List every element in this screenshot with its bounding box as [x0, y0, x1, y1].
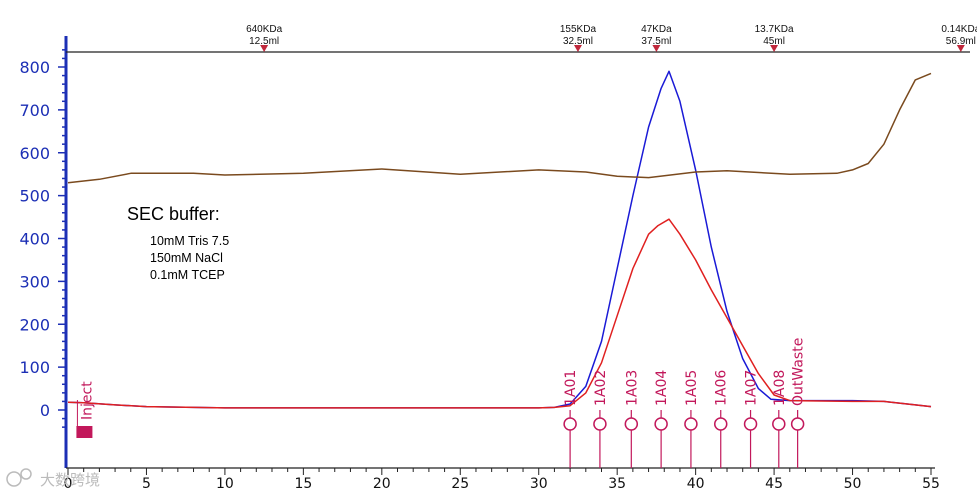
series-line-2 — [67, 72, 932, 184]
inject-label: Inject — [79, 381, 95, 420]
y-tick-label: 100 — [19, 358, 50, 377]
x-tick-label: 20 — [373, 476, 391, 492]
marker-kda-label: 155KDa — [560, 24, 597, 35]
fraction-label: 1A05 — [684, 370, 700, 406]
x-tick-label: 15 — [294, 476, 312, 492]
annotation-line-3: 0.1mM TCEP — [150, 268, 225, 282]
watermark-text: 大数跨境 — [40, 471, 100, 489]
x-tick-label: 0 — [64, 476, 73, 492]
annotation-title: SEC buffer: — [127, 204, 220, 224]
fraction-label: 1A04 — [654, 370, 670, 406]
x-tick-label: 55 — [922, 476, 940, 492]
inject-marker: Inject — [76, 381, 95, 438]
marker-kda-label: 0.14KDa — [941, 24, 977, 35]
inject-square-icon — [76, 426, 93, 438]
fraction-circle-icon — [563, 417, 577, 431]
y-tick-label: 300 — [19, 272, 50, 291]
y-tick-label: 500 — [19, 187, 50, 206]
fraction-label: 1A07 — [744, 370, 760, 406]
y-tick-label: 0 — [40, 401, 50, 420]
marker-volume-label: 32.5ml — [563, 36, 593, 47]
y-tick-label: 400 — [19, 230, 50, 249]
y-tick-label: 600 — [19, 144, 50, 163]
fraction-circle-icon — [713, 417, 728, 431]
series-layer — [67, 70, 932, 409]
y-tick-label: 200 — [19, 315, 50, 334]
fraction-circle-icon — [593, 417, 607, 431]
watermark-logo-icon — [6, 471, 22, 487]
annotation-line-1: 10mM Tris 7.5 — [150, 234, 229, 248]
fraction-circle-icon — [654, 417, 668, 431]
axes: 0 100 200 300 400 500 600 700 800 0 5 10 15 20 25 30 35 4… — [19, 36, 940, 492]
fraction-label: 1A08 — [772, 370, 788, 406]
fraction-label: 1A03 — [624, 370, 640, 406]
fraction-markers: 1A01 1A02 1A03 1A04 1A05 1A06 1A07 1A08 OutWaste — [563, 338, 807, 468]
marker-kda-label: 13.7KDa — [755, 24, 794, 35]
marker-triangle-icon — [573, 45, 582, 52]
watermark-logo-icon — [20, 468, 32, 480]
fraction-label: 1A01 — [563, 370, 579, 406]
fraction-label: 1A02 — [593, 370, 609, 406]
x-tick-label: 35 — [608, 476, 626, 492]
x-tick-label: 5 — [142, 476, 151, 492]
fraction-circle-icon — [790, 417, 805, 431]
fraction-circle-icon — [772, 417, 786, 431]
x-tick-label: 25 — [451, 476, 469, 492]
buffer-annotation: SEC buffer: 10mM Tris 7.5 150mM NaCl 0.1… — [127, 204, 229, 282]
fraction-circle-icon — [684, 417, 698, 431]
fraction-circle-icon — [743, 417, 758, 431]
marker-triangle-icon — [260, 45, 269, 52]
watermark: 大数跨境 — [6, 468, 100, 489]
marker-volume-label: 37.5ml — [641, 36, 671, 47]
y-tick-label: 800 — [19, 58, 50, 77]
y-tick-label: 700 — [19, 101, 50, 120]
marker-triangle-icon — [652, 45, 661, 52]
series-line-1 — [67, 218, 932, 409]
fraction-label: 1A06 — [714, 370, 730, 406]
x-tick-label: 45 — [765, 476, 783, 492]
x-tick-label: 10 — [216, 476, 234, 492]
fraction-label: OutWaste — [791, 338, 807, 406]
marker-volume-label: 45ml — [763, 36, 785, 47]
x-tick-label: 30 — [530, 476, 548, 492]
x-tick-label: 50 — [844, 476, 862, 492]
marker-triangle-icon — [956, 45, 965, 52]
marker-triangle-icon — [770, 45, 779, 52]
marker-volume-label: 12.5ml — [249, 36, 279, 47]
annotation-line-2: 150mM NaCl — [150, 251, 223, 265]
marker-kda-label: 640KDa — [246, 24, 283, 35]
x-tick-label: 40 — [687, 476, 705, 492]
marker-kda-label: 47KDa — [641, 24, 672, 35]
fraction-circle-icon — [624, 417, 639, 431]
marker-volume-label: 56.9ml — [946, 36, 976, 47]
